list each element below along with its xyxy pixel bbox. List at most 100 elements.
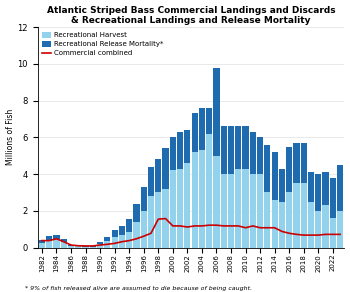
Commercial combined xyxy=(127,239,131,242)
Bar xyxy=(68,246,74,248)
Bar xyxy=(53,239,60,248)
Bar xyxy=(199,150,205,248)
Bar xyxy=(184,130,190,163)
Commercial combined xyxy=(222,224,226,228)
Commercial combined xyxy=(316,233,320,237)
Bar xyxy=(279,168,285,202)
Bar xyxy=(177,132,183,168)
Commercial combined xyxy=(236,224,240,228)
Bar xyxy=(155,192,161,248)
Commercial combined xyxy=(265,226,270,230)
Bar xyxy=(177,168,183,248)
Bar xyxy=(322,172,329,205)
Bar xyxy=(206,108,212,134)
Bar xyxy=(264,192,271,248)
Bar xyxy=(199,108,205,150)
Bar xyxy=(330,218,336,248)
Bar xyxy=(61,239,67,242)
Commercial combined xyxy=(302,233,306,237)
Commercial combined xyxy=(185,225,189,229)
Bar xyxy=(184,163,190,248)
Bar xyxy=(330,178,336,218)
Bar xyxy=(191,152,198,248)
Commercial combined xyxy=(40,239,44,242)
Bar xyxy=(337,211,343,248)
Bar xyxy=(301,183,307,248)
Bar xyxy=(83,246,89,247)
Bar xyxy=(148,196,154,248)
Bar xyxy=(220,126,227,174)
Bar xyxy=(155,159,161,192)
Bar xyxy=(308,202,314,248)
Bar xyxy=(90,246,96,247)
Bar xyxy=(315,174,321,211)
Commercial combined xyxy=(323,233,328,236)
Bar xyxy=(53,235,60,239)
Bar xyxy=(228,126,234,174)
Commercial combined xyxy=(251,224,255,228)
Commercial combined xyxy=(62,240,66,244)
Commercial combined xyxy=(149,232,153,235)
Bar xyxy=(308,172,314,202)
Commercial combined xyxy=(287,232,291,235)
Title: Atlantic Striped Bass Commercial Landings and Discards
& Recreational Landings a: Atlantic Striped Bass Commercial Landing… xyxy=(47,6,335,25)
Bar xyxy=(170,137,176,171)
Bar xyxy=(90,247,96,248)
Bar xyxy=(228,174,234,248)
Bar xyxy=(39,243,45,248)
Commercial combined xyxy=(163,217,168,220)
Commercial combined xyxy=(156,217,160,221)
Commercial combined xyxy=(273,226,277,230)
Bar xyxy=(133,204,140,222)
Line: Commercial combined: Commercial combined xyxy=(42,219,340,246)
Bar xyxy=(104,241,111,248)
Bar xyxy=(272,200,278,248)
Bar xyxy=(272,152,278,200)
Bar xyxy=(243,168,248,248)
Bar xyxy=(46,236,52,240)
Bar xyxy=(46,240,52,248)
Bar xyxy=(206,134,212,248)
Bar xyxy=(243,126,248,168)
Commercial combined xyxy=(244,226,248,230)
Bar xyxy=(214,156,219,248)
Bar xyxy=(286,147,292,192)
Bar xyxy=(322,205,329,248)
Commercial combined xyxy=(214,223,218,227)
Bar xyxy=(250,132,256,174)
Bar xyxy=(293,143,300,183)
Commercial combined xyxy=(54,237,58,241)
Commercial combined xyxy=(134,237,139,241)
Bar xyxy=(337,165,343,211)
Bar xyxy=(162,148,169,189)
Commercial combined xyxy=(76,244,80,248)
Bar xyxy=(126,232,132,248)
Bar xyxy=(220,174,227,248)
Bar xyxy=(293,183,300,248)
Bar xyxy=(250,174,256,248)
Bar xyxy=(257,174,263,248)
Bar xyxy=(301,143,307,183)
Bar xyxy=(112,237,118,248)
Bar xyxy=(133,222,140,248)
Commercial combined xyxy=(229,224,233,228)
Bar xyxy=(112,230,118,237)
Commercial combined xyxy=(331,233,335,236)
Commercial combined xyxy=(309,233,313,237)
Bar xyxy=(75,245,81,246)
Bar xyxy=(97,244,103,248)
Bar xyxy=(141,211,147,248)
Bar xyxy=(141,187,147,211)
Commercial combined xyxy=(120,240,124,244)
Bar xyxy=(191,114,198,152)
Y-axis label: Millions of Fish: Millions of Fish xyxy=(6,109,15,166)
Commercial combined xyxy=(113,241,117,245)
Commercial combined xyxy=(69,243,73,247)
Commercial combined xyxy=(207,223,211,227)
Bar xyxy=(119,235,125,248)
Commercial combined xyxy=(193,224,197,228)
Commercial combined xyxy=(91,244,95,248)
Bar xyxy=(61,242,67,248)
Commercial combined xyxy=(338,233,342,236)
Commercial combined xyxy=(258,226,262,230)
